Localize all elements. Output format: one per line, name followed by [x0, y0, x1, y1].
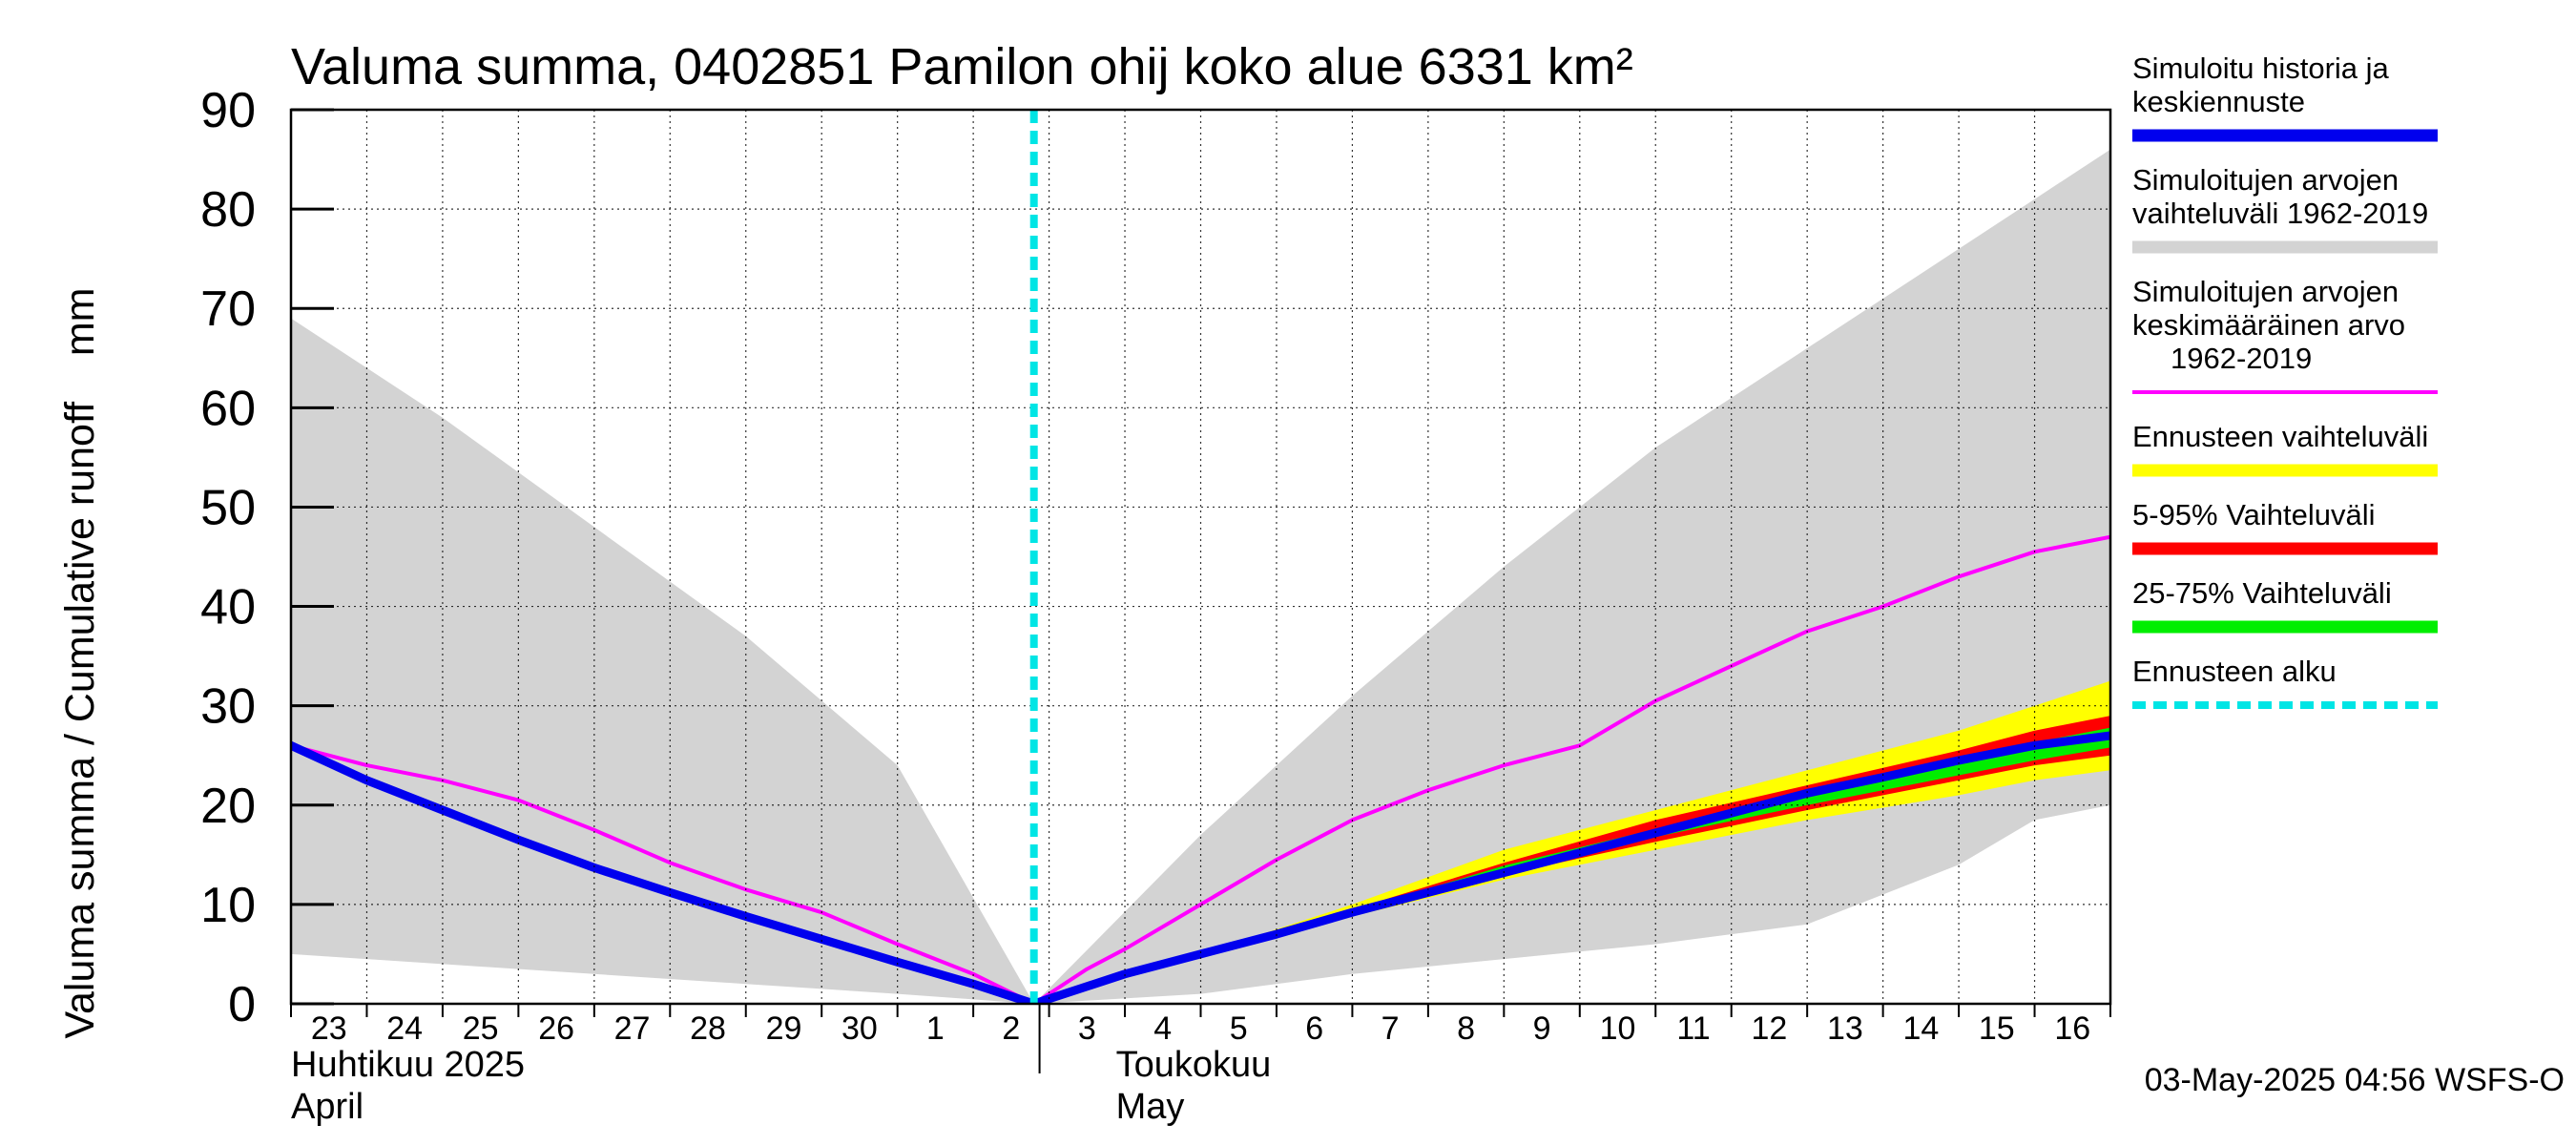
x-tick-label: 8 [1457, 1010, 1475, 1047]
x-tick-label: 14 [1902, 1010, 1939, 1047]
series-simuloitu-historia-ja-keskiennuste [291, 731, 2110, 1004]
month-label-en: April [291, 1087, 364, 1127]
y-tick-label: 90 [200, 83, 256, 138]
legend-label: Simuloitujen arvojen [2132, 275, 2399, 308]
series-simuloitujen-arvojen-vaihteluv-li-1962-2019 [291, 149, 2110, 1004]
legend-label: Simuloitujen arvojen [2132, 163, 2399, 197]
x-tick-label: 11 [1676, 1010, 1710, 1047]
legend-label: keskiennuste [2132, 85, 2305, 118]
x-tick-label: 23 [311, 1010, 347, 1047]
y-tick-label: 20 [200, 779, 256, 834]
y-tick-label: 40 [200, 580, 256, 635]
month-label-fi: Huhtikuu 2025 [291, 1045, 525, 1085]
x-tick-label: 2 [1002, 1010, 1020, 1047]
y-tick-label: 30 [200, 679, 256, 735]
legend-label: 1962-2019 [2171, 342, 2312, 375]
x-tick-label: 16 [2054, 1010, 2090, 1047]
x-tick-label: 6 [1305, 1010, 1323, 1047]
legend-label: Simuloitu historia ja [2132, 52, 2390, 85]
x-tick-label: 15 [1979, 1010, 2015, 1047]
y-tick-label: 0 [228, 977, 256, 1032]
y-tick-label: 80 [200, 182, 256, 238]
x-tick-label: 4 [1153, 1010, 1172, 1047]
x-tick-label: 5 [1230, 1010, 1248, 1047]
legend-item: Ennusteen alku [2132, 655, 2438, 709]
legend-item: 5-95% Vaihteluväli [2132, 498, 2438, 555]
x-tick-label: 25 [463, 1010, 499, 1047]
legend-label: keskimääräinen arvo [2132, 308, 2405, 342]
series-simuloitujen-arvojen-keskim-r-inen-arvo-1962-2019 [291, 534, 2110, 1004]
y-tick-label: 70 [200, 281, 256, 337]
x-tick-label: 30 [841, 1010, 878, 1047]
x-tick-label: 12 [1752, 1010, 1788, 1047]
x-tick-label: 24 [386, 1010, 423, 1047]
footer-timestamp: 03-May-2025 04:56 WSFS-O [2145, 1062, 2565, 1098]
y-tick-label: 50 [200, 480, 256, 535]
x-tick-label: 9 [1533, 1010, 1551, 1047]
series-25-75-vaihteluv-li [1033, 727, 2110, 1004]
y-tick-label: 10 [200, 878, 256, 933]
legend-label: 25-75% Vaihteluväli [2132, 576, 2392, 610]
legend-label: vaihteluväli 1962-2019 [2132, 197, 2428, 230]
x-tick-label: 27 [614, 1010, 651, 1047]
x-tick-label: 29 [766, 1010, 802, 1047]
y-tick-label: 60 [200, 381, 256, 436]
legend-label: Ennusteen alku [2132, 655, 2337, 688]
legend-label: Ennusteen vaihteluväli [2132, 420, 2428, 453]
x-tick-label: 28 [690, 1010, 726, 1047]
legend: Simuloitu historia jakeskiennusteSimuloi… [2132, 52, 2438, 709]
x-tick-label: 3 [1078, 1010, 1096, 1047]
x-tick-label: 1 [926, 1010, 945, 1047]
legend-label: 5-95% Vaihteluväli [2132, 498, 2375, 531]
chart-title: Valuma summa, 0402851 Pamilon ohij koko … [291, 38, 1633, 95]
plot-area [291, 149, 2110, 1004]
x-tick-label: 13 [1827, 1010, 1863, 1047]
month-label-en: May [1116, 1087, 1185, 1127]
legend-item: 25-75% Vaihteluväli [2132, 576, 2438, 634]
x-tick-label: 7 [1381, 1010, 1400, 1047]
legend-item: Ennusteen vaihteluväli [2132, 420, 2438, 477]
y-axis-label: Valuma summa / Cumulative runoff mm [57, 288, 103, 1039]
month-label-fi: Toukokuu [1116, 1045, 1272, 1085]
x-tick-label: 10 [1600, 1010, 1636, 1047]
x-tick-label: 26 [538, 1010, 574, 1047]
